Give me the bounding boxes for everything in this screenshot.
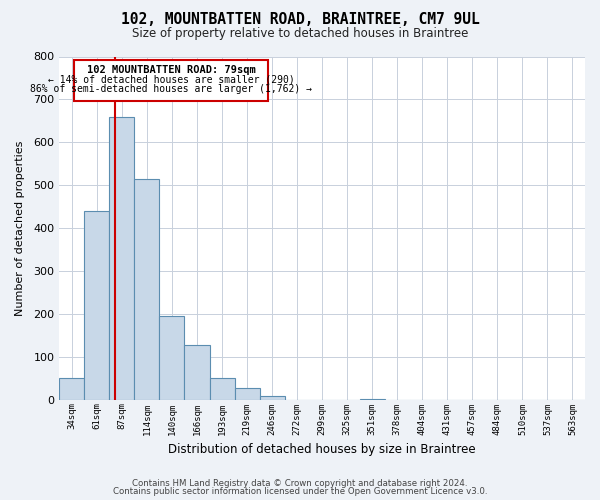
Bar xyxy=(260,396,284,400)
Bar xyxy=(184,344,209,400)
Bar xyxy=(209,378,235,400)
Text: Size of property relative to detached houses in Braintree: Size of property relative to detached ho… xyxy=(132,28,468,40)
Bar xyxy=(360,399,385,400)
Bar xyxy=(134,178,160,400)
FancyBboxPatch shape xyxy=(74,60,268,100)
Text: ← 14% of detached houses are smaller (290): ← 14% of detached houses are smaller (29… xyxy=(48,74,295,84)
Bar xyxy=(59,378,85,400)
Text: 86% of semi-detached houses are larger (1,762) →: 86% of semi-detached houses are larger (… xyxy=(30,84,312,94)
Text: 102, MOUNTBATTEN ROAD, BRAINTREE, CM7 9UL: 102, MOUNTBATTEN ROAD, BRAINTREE, CM7 9U… xyxy=(121,12,479,28)
Bar xyxy=(109,116,134,400)
Bar xyxy=(235,388,260,400)
Bar xyxy=(160,316,184,400)
Text: Contains public sector information licensed under the Open Government Licence v3: Contains public sector information licen… xyxy=(113,487,487,496)
Y-axis label: Number of detached properties: Number of detached properties xyxy=(15,140,25,316)
Bar xyxy=(85,211,109,400)
Text: Contains HM Land Registry data © Crown copyright and database right 2024.: Contains HM Land Registry data © Crown c… xyxy=(132,478,468,488)
Text: 102 MOUNTBATTEN ROAD: 79sqm: 102 MOUNTBATTEN ROAD: 79sqm xyxy=(87,64,256,74)
X-axis label: Distribution of detached houses by size in Braintree: Distribution of detached houses by size … xyxy=(169,443,476,456)
